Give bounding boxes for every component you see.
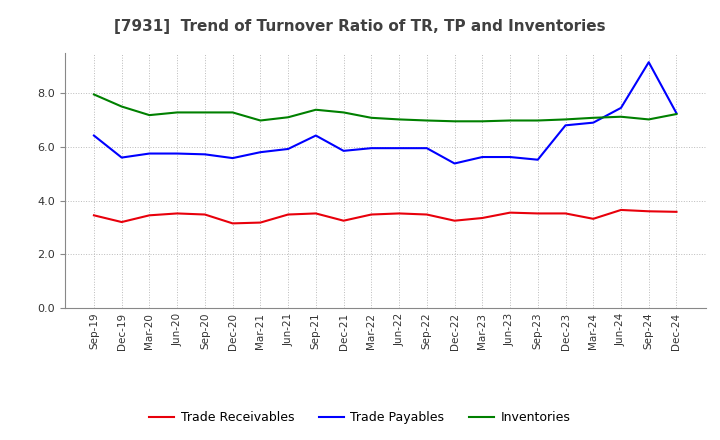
- Inventories: [89, 92, 98, 97]
- Trade Receivables: [339, 218, 348, 224]
- Trade Payables: [339, 148, 348, 154]
- Inventories: [256, 118, 265, 123]
- Legend: Trade Receivables, Trade Payables, Inventories: Trade Receivables, Trade Payables, Inven…: [145, 407, 575, 429]
- Trade Payables: [561, 123, 570, 128]
- Trade Payables: [284, 147, 292, 152]
- Trade Payables: [644, 59, 653, 65]
- Trade Receivables: [561, 211, 570, 216]
- Trade Payables: [478, 154, 487, 160]
- Trade Receivables: [478, 215, 487, 220]
- Line: Trade Receivables: Trade Receivables: [94, 210, 677, 224]
- Inventories: [616, 114, 625, 119]
- Trade Receivables: [395, 211, 403, 216]
- Inventories: [312, 107, 320, 112]
- Inventories: [672, 111, 681, 117]
- Trade Receivables: [201, 212, 210, 217]
- Inventories: [117, 104, 126, 109]
- Trade Receivables: [89, 213, 98, 218]
- Trade Receivables: [644, 209, 653, 214]
- Trade Payables: [89, 133, 98, 138]
- Inventories: [423, 118, 431, 123]
- Trade Payables: [423, 146, 431, 151]
- Inventories: [395, 117, 403, 122]
- Trade Payables: [395, 146, 403, 151]
- Inventories: [284, 115, 292, 120]
- Trade Payables: [228, 155, 237, 161]
- Trade Payables: [256, 150, 265, 155]
- Trade Payables: [505, 154, 514, 160]
- Trade Receivables: [312, 211, 320, 216]
- Trade Receivables: [423, 212, 431, 217]
- Text: [7931]  Trend of Turnover Ratio of TR, TP and Inventories: [7931] Trend of Turnover Ratio of TR, TP…: [114, 19, 606, 34]
- Trade Receivables: [256, 220, 265, 225]
- Trade Payables: [367, 146, 376, 151]
- Trade Payables: [201, 152, 210, 157]
- Inventories: [589, 115, 598, 121]
- Line: Trade Payables: Trade Payables: [94, 62, 677, 164]
- Inventories: [367, 115, 376, 121]
- Trade Payables: [672, 110, 681, 116]
- Inventories: [561, 117, 570, 122]
- Trade Payables: [173, 151, 181, 156]
- Inventories: [228, 110, 237, 115]
- Trade Receivables: [117, 220, 126, 225]
- Trade Receivables: [228, 221, 237, 226]
- Trade Payables: [616, 105, 625, 110]
- Trade Receivables: [173, 211, 181, 216]
- Trade Payables: [312, 133, 320, 138]
- Trade Payables: [534, 157, 542, 162]
- Trade Receivables: [450, 218, 459, 224]
- Line: Inventories: Inventories: [94, 95, 677, 121]
- Trade Receivables: [534, 211, 542, 216]
- Trade Receivables: [589, 216, 598, 221]
- Inventories: [450, 119, 459, 124]
- Trade Receivables: [367, 212, 376, 217]
- Inventories: [339, 110, 348, 115]
- Inventories: [478, 119, 487, 124]
- Inventories: [173, 110, 181, 115]
- Inventories: [145, 113, 154, 118]
- Trade Payables: [145, 151, 154, 156]
- Trade Receivables: [145, 213, 154, 218]
- Inventories: [505, 118, 514, 123]
- Trade Payables: [450, 161, 459, 166]
- Inventories: [534, 118, 542, 123]
- Trade Receivables: [672, 209, 681, 214]
- Trade Receivables: [616, 207, 625, 213]
- Trade Receivables: [505, 210, 514, 215]
- Trade Payables: [117, 155, 126, 160]
- Inventories: [201, 110, 210, 115]
- Trade Receivables: [284, 212, 292, 217]
- Trade Payables: [589, 120, 598, 125]
- Inventories: [644, 117, 653, 122]
